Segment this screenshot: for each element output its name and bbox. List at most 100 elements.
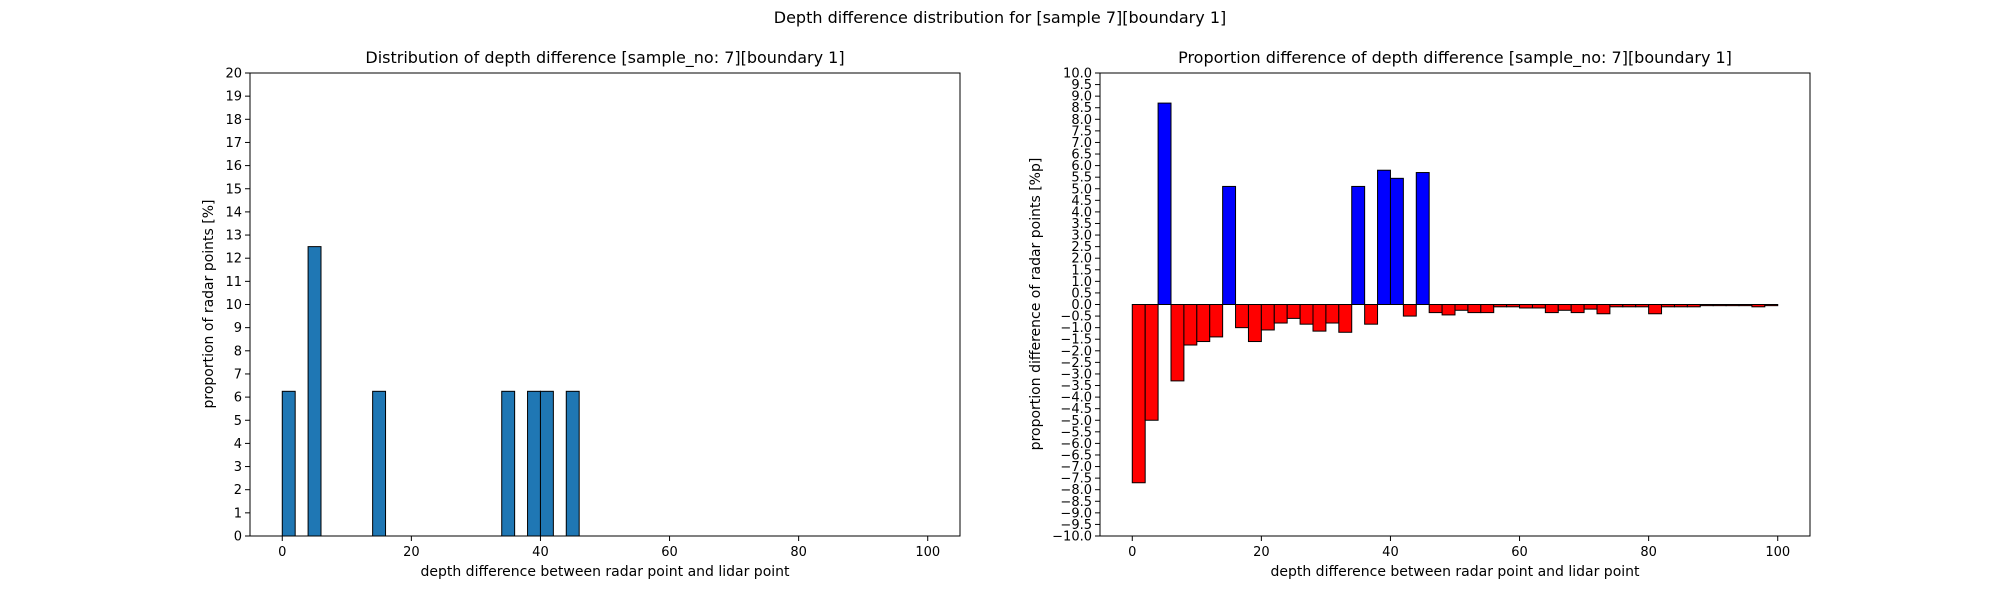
y-tick-label: 18 [225,113,242,128]
bar [1312,304,1327,332]
bar [1544,304,1559,314]
bar [527,390,541,537]
y-tick-label: −3.0 [1060,367,1092,382]
y-tick-label: 19 [225,90,242,105]
bar [1273,304,1288,324]
y-tick-label: −1.0 [1060,321,1092,336]
bar [1364,304,1379,325]
y-tick-label: 15 [225,182,242,197]
bar [1299,304,1314,325]
y-axis-label: proportion difference of radar points [%… [1028,158,1044,451]
bar [307,246,322,537]
y-tick-label: −6.0 [1060,437,1092,452]
y-tick-label: 12 [225,252,242,267]
bar [1557,304,1572,311]
x-axis-label: depth difference between radar point and… [420,564,790,580]
x-tick-label: 80 [790,545,807,560]
y-tick-label: 20 [225,67,242,82]
bar [1144,304,1159,421]
y-tick-label: −6.5 [1060,448,1092,463]
y-tick-label: −8.5 [1060,495,1092,510]
x-tick-label: 20 [1253,545,1270,560]
bar [539,390,554,537]
bar [1699,304,1714,307]
bar [565,390,580,537]
x-tick-label: 60 [1511,545,1528,560]
y-tick-label: 3 [234,460,242,475]
y-axis-label: proportion of radar points [%] [201,199,217,408]
y-tick-label: 10.0 [1063,67,1092,82]
bar [1570,304,1585,314]
y-tick-label: 13 [225,229,242,244]
y-tick-label: 6 [234,391,242,406]
bar [1583,304,1598,310]
x-tick-label: 40 [532,545,549,560]
bar [1751,304,1766,308]
bar [1622,304,1637,308]
y-tick-label: 8 [234,344,242,359]
figure-suptitle: Depth difference distribution for [sampl… [773,8,1227,27]
x-tick-label: 40 [1382,545,1399,560]
y-tick-label: 2.0 [1071,252,1092,267]
y-tick-label: −3.5 [1060,379,1092,394]
y-tick-label: −2.5 [1060,356,1092,371]
bar [1247,304,1262,343]
bar [1531,304,1546,309]
y-tick-label: −5.5 [1060,425,1092,440]
y-tick-label: −1.5 [1060,333,1092,348]
bar [1609,304,1624,308]
y-tick-label: 2.5 [1071,240,1092,255]
bar [1415,172,1430,305]
bar [1235,304,1249,329]
y-tick-label: 7 [234,367,242,382]
x-tick-label: 0 [278,545,286,560]
y-tick-label: 9 [234,321,242,336]
bar [1738,304,1753,307]
y-tick-label: 11 [225,275,242,290]
y-tick-label: −7.5 [1060,472,1092,487]
chart-proportion-difference: Proportion difference of depth differenc… [1028,48,1811,580]
y-tick-label: 4.5 [1071,194,1092,209]
y-tick-label: −9.0 [1060,506,1092,521]
y-tick-label: 14 [225,205,242,220]
y-tick-label: −4.0 [1060,391,1092,406]
y-tick-label: 2 [234,483,242,498]
bar [1673,304,1688,308]
y-tick-label: −2.0 [1060,344,1092,359]
y-tick-label: 6.0 [1071,159,1092,174]
y-tick-label: −9.5 [1060,518,1092,533]
chart-distribution: Distribution of depth difference [sample… [201,48,961,580]
y-tick-label: 8.0 [1071,113,1092,128]
y-tick-label: 3.0 [1071,229,1092,244]
y-tick-label: 10 [225,298,242,313]
bar [1131,304,1146,484]
y-tick-label: 9.0 [1071,90,1092,105]
y-tick-label: 5.5 [1071,171,1092,186]
bar [1286,304,1301,319]
y-tick-label: −5.0 [1060,414,1092,429]
x-tick-label: 20 [403,545,420,560]
y-tick-label: 1 [234,506,242,521]
axes-group: 0 20 40 60 80 1000123456789101112131415161718… [225,67,940,561]
axes-group: 0 20 40 60 80 100 −10.0−9.5−9.0−8.5−8.0−7.5−7.… [1052,67,1790,561]
bar [1402,304,1417,317]
y-tick-label: 17 [225,136,242,151]
bar [1441,304,1456,316]
bar [372,390,387,537]
bar [1480,304,1495,314]
plot-frame [249,72,961,537]
y-tick-label: 4 [234,437,242,452]
y-tick-label: 3.5 [1071,217,1092,232]
bar [1260,304,1275,331]
x-tick-label: 100 [915,545,940,560]
bar [1648,304,1663,315]
y-tick-label: −8.0 [1060,483,1092,498]
y-tick-label: 5 [234,414,242,429]
x-tick-label: 80 [1640,545,1657,560]
bar [1428,304,1443,314]
bar [1157,102,1172,305]
y-tick-label: −7.0 [1060,460,1092,475]
bar [1183,304,1198,346]
x-axis-label: depth difference between radar point and… [1270,564,1640,580]
